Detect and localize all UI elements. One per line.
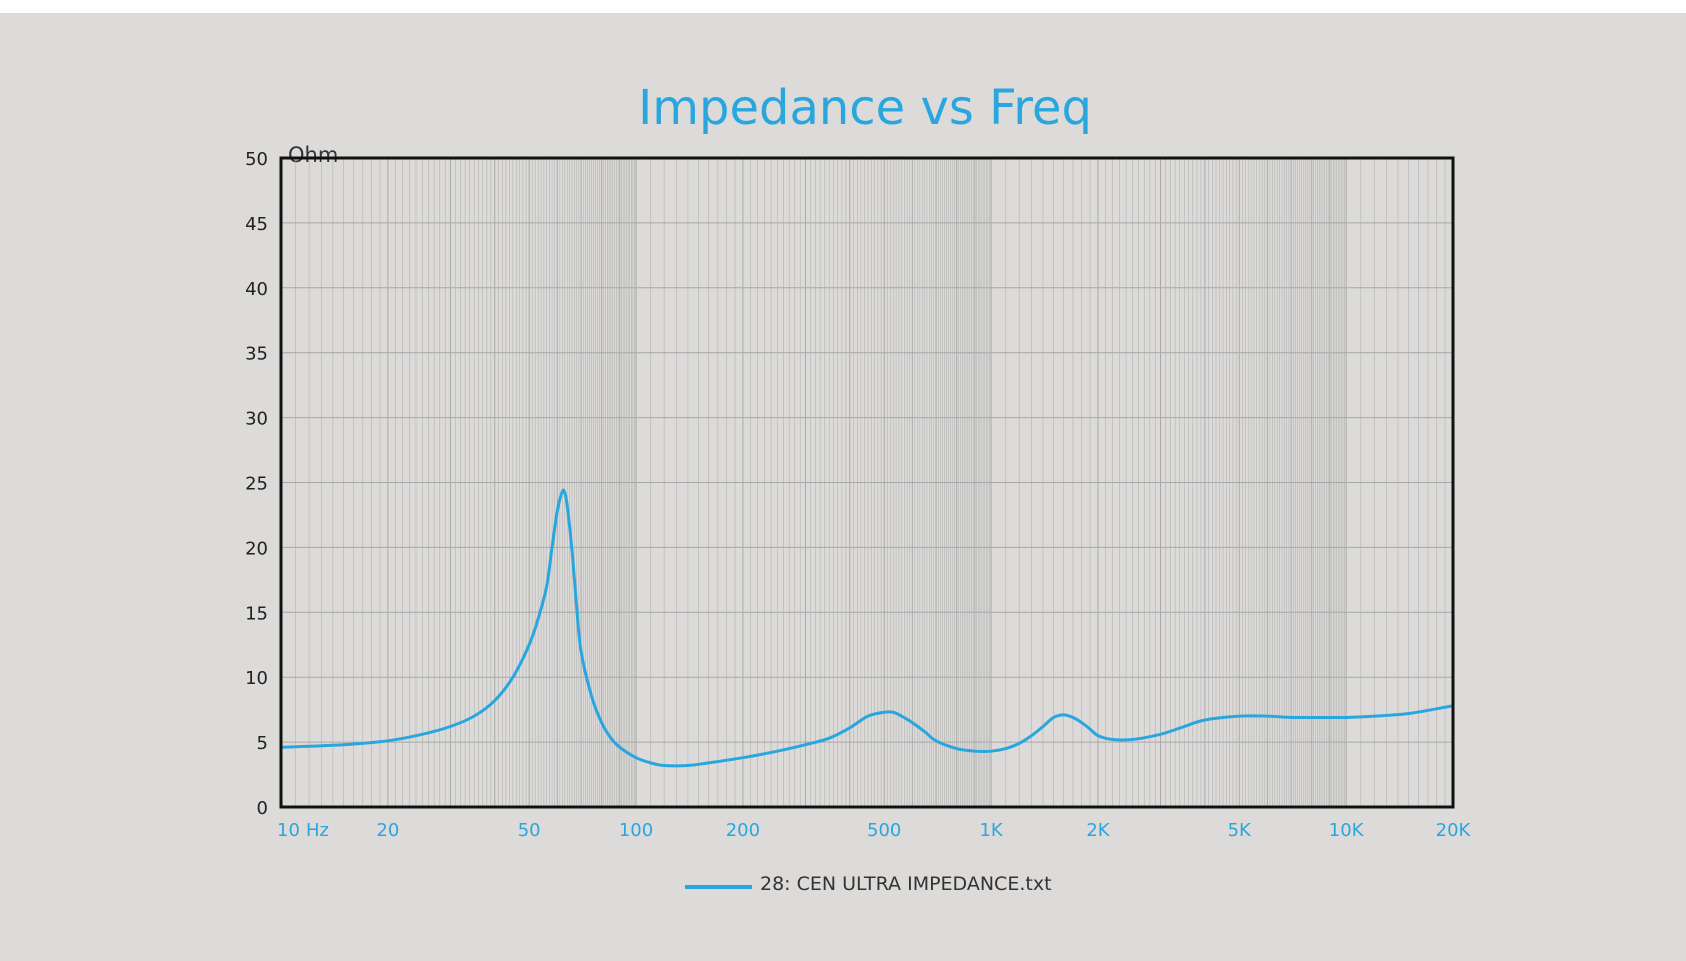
- y-tick-label: 15: [245, 603, 268, 624]
- y-tick-label: 35: [245, 344, 268, 365]
- series-line-impedance: [279, 488, 1455, 768]
- x-tick-label: 1K: [979, 820, 1003, 841]
- x-tick-label: 20K: [1436, 820, 1472, 841]
- x-tick-label: 2K: [1086, 820, 1110, 841]
- x-tick-label: 500: [867, 820, 901, 841]
- y-tick-label: 45: [245, 214, 268, 235]
- x-tick-label: 10: [277, 820, 300, 841]
- plot-frame: [279, 156, 1455, 809]
- y-tick-label: 20: [245, 538, 268, 559]
- y-tick-label: 0: [257, 798, 268, 819]
- x-tick-label: 10K: [1329, 820, 1365, 841]
- y-axis-ticks: 0 5 10 15 20 25 30 35 40 45 50: [245, 149, 268, 819]
- x-tick-label: 5K: [1228, 820, 1252, 841]
- x-axis-unit-label: Hz: [306, 820, 329, 841]
- y-tick-label: 30: [245, 409, 268, 430]
- legend: 28: CEN ULTRA IMPEDANCE.txt: [685, 873, 1052, 895]
- x-tick-label: 20: [376, 820, 399, 841]
- y-axis-unit-label: Ohm: [288, 143, 338, 167]
- series-layer: [279, 488, 1455, 768]
- y-tick-label: 25: [245, 474, 268, 495]
- y-tick-label: 50: [245, 149, 268, 170]
- legend-label: 28: CEN ULTRA IMPEDANCE.txt: [760, 873, 1052, 895]
- x-tick-label: 50: [518, 820, 541, 841]
- x-tick-label: 200: [726, 820, 760, 841]
- chart-panel: Impedance vs Freq Ohm 0 5 10 15 20 25 30 35 40 45…: [0, 13, 1686, 961]
- chart-title: Impedance vs Freq: [638, 80, 1092, 136]
- y-tick-label: 10: [245, 668, 268, 689]
- grid: [281, 158, 1453, 807]
- x-tick-label: 100: [619, 820, 653, 841]
- y-tick-label: 40: [245, 279, 268, 300]
- x-axis-ticks: 10 20 50 100 200 500 1K 2K 5K 10K 20K: [277, 820, 1472, 841]
- impedance-chart: Impedance vs Freq Ohm 0 5 10 15 20 25 30 35 40 45…: [245, 80, 1472, 895]
- y-tick-label: 5: [257, 733, 268, 754]
